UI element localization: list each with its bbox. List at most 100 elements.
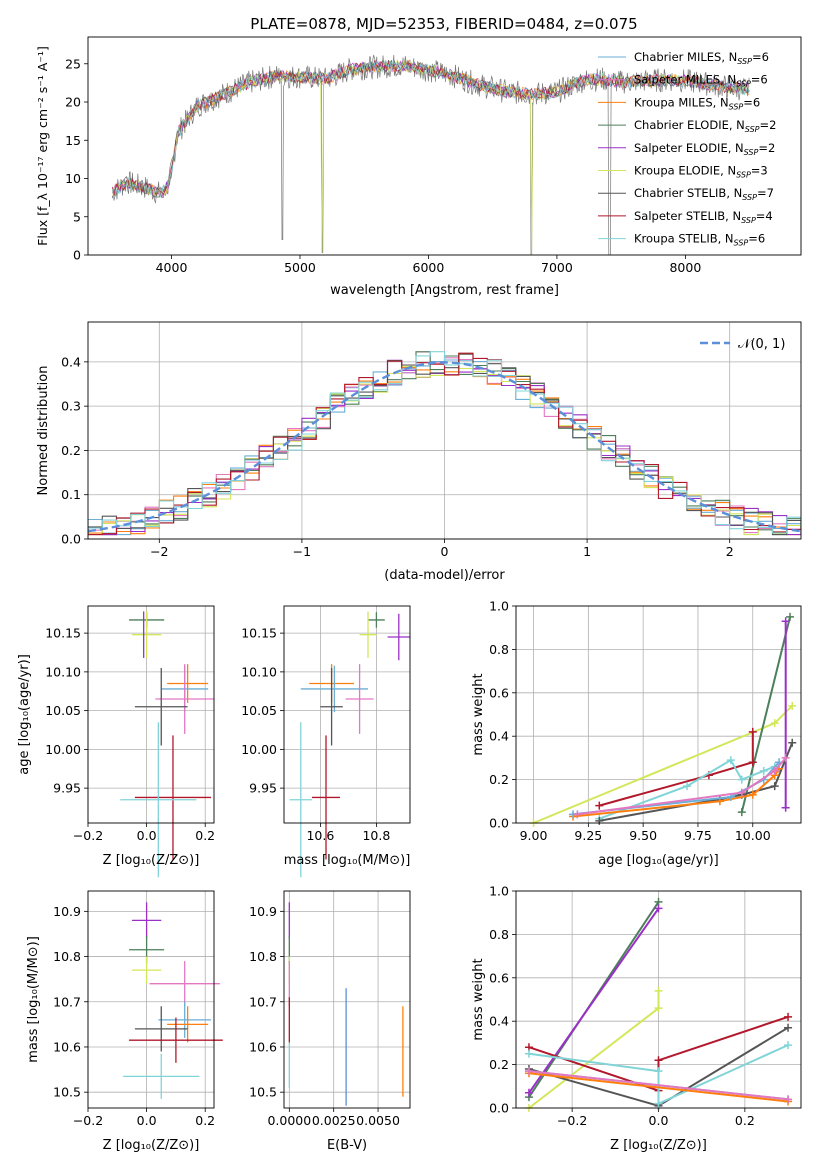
x-tick-label: 9.25 (574, 828, 602, 843)
y-tick-label: 0.0 (61, 532, 81, 547)
error-bar-point (131, 611, 162, 658)
x-tick-label: 0.0 (137, 1113, 157, 1128)
mass-weight-line (599, 731, 754, 807)
model-spectrum-line (112, 59, 750, 196)
mass-weight-marker (726, 756, 735, 765)
mass-weight-marker (524, 1049, 533, 1058)
mass-weight-marker (788, 701, 797, 710)
y-tick-label: 10.5 (53, 1085, 81, 1100)
axes-age_vs_mass: 10.6 10.8 9.95 10.00 10.05 10.10 10.15 (241, 606, 410, 843)
x-tick-label: 2 (726, 544, 734, 559)
mass-weight-marker (748, 758, 757, 767)
mass-weight-marker (737, 775, 746, 784)
x-tick-label: 0.0 (649, 1113, 669, 1128)
y-tick-label: 10.10 (45, 664, 81, 679)
error-bar-point (300, 665, 368, 713)
x-tick-label: 0 (441, 544, 449, 559)
y-tick-label: 0.0 (489, 816, 509, 831)
x-axis-label: Z [log₁₀(Z/Z⊙)] (610, 1138, 707, 1153)
x-tick-label: 0.0000 (267, 1113, 311, 1128)
x-tick-label: 7000 (541, 260, 573, 275)
x-tick-label: 5000 (284, 260, 316, 275)
mass-weight-marker (748, 727, 757, 736)
y-tick-label: 0.2 (489, 1057, 509, 1072)
y-tick-label: 1.0 (489, 884, 509, 899)
mass-weight-marker (748, 790, 757, 799)
mass-weight-marker (784, 1023, 793, 1032)
legend-entry: Chabrier MILES, NSSP=6 (634, 50, 769, 66)
error-bar-point (289, 722, 312, 878)
y-tick-label: 10.00 (45, 742, 81, 757)
x-tick-label: −0.2 (73, 828, 103, 843)
y-tick-label: 10.5 (249, 1085, 277, 1100)
legend-entry: Salpeter STELIB, NSSP=4 (634, 209, 773, 225)
y-tick-label: 0.6 (489, 685, 509, 700)
error-bar-point (129, 1017, 223, 1063)
y-tick-label: 10.15 (241, 626, 277, 641)
error-bar-point (120, 722, 197, 878)
mass-weight-line (577, 757, 787, 816)
mass-weight-marker (770, 766, 779, 775)
x-tick-label: 0.2 (195, 1113, 215, 1128)
x-tick-label: 0.0 (137, 828, 157, 843)
legend-entry: Chabrier STELIB, NSSP=7 (634, 186, 774, 202)
y-axis-label: Flux [f_λ 10⁻¹⁷ erg cm⁻² s⁻¹ A⁻¹] (35, 46, 50, 246)
massweight_vs_Z-frame (515, 890, 802, 1109)
age_vs_mass-frame (283, 605, 411, 824)
y-tick-label: 0.4 (489, 729, 509, 744)
mass-weight-line (528, 1072, 789, 1103)
y-tick-label: 10.9 (53, 904, 81, 919)
mass-weight-marker (781, 617, 790, 626)
mass-weight-line (528, 907, 660, 1094)
x-tick-label: 9.00 (520, 828, 548, 843)
x-axis-label: mass [log₁₀(M/M⊙)] (284, 853, 411, 868)
mass-weight-marker (654, 1056, 663, 1065)
mass-weight-marker (784, 1095, 793, 1104)
y-tick-label: 5 (73, 209, 81, 224)
mass-weight-marker (654, 1067, 663, 1076)
error-bar-point (158, 1001, 212, 1038)
error-bar-point (167, 1006, 209, 1043)
x-tick-label: 10.8 (362, 828, 390, 843)
y-axis-label: mass [log₁₀(M/M⊙)] (26, 936, 41, 1063)
residual-histogram (88, 351, 801, 536)
y-tick-label: 0.3 (61, 399, 81, 414)
y-tick-label: 10.6 (249, 1039, 277, 1054)
mass-weight-line (528, 1070, 789, 1101)
mass-weight-marker (770, 719, 779, 728)
mass-weight-marker (786, 612, 795, 621)
error-bar-point (131, 902, 162, 939)
x-tick-label: 10.00 (735, 828, 771, 843)
x-tick-label: 1 (583, 544, 591, 559)
x-tick-label: 0.0025 (312, 1113, 356, 1128)
normal-distribution-curve (87, 361, 802, 533)
y-tick-label: 10.9 (249, 904, 277, 919)
x-axis-label: wavelength [Angstrom, rest frame] (330, 283, 559, 298)
mass-weight-marker (595, 816, 604, 825)
residuals-frame (87, 321, 802, 540)
error-bar-point (359, 611, 377, 658)
mass-weight-marker (654, 986, 663, 995)
legend-entry: Kroupa MILES, NSSP=6 (634, 95, 760, 111)
x-tick-label: −1 (293, 544, 311, 559)
y-tick-label: 10.05 (45, 703, 81, 718)
y-tick-label: 10 (65, 171, 81, 186)
legend-entry-gauss: 𝒩(0, 1) (738, 337, 785, 352)
mass-weight-marker (781, 803, 790, 812)
x-tick-label: 9.75 (684, 828, 712, 843)
y-tick-label: 0.8 (489, 642, 509, 657)
y-tick-label: 25 (65, 56, 81, 71)
x-tick-label: 6000 (413, 260, 445, 275)
error-bar-point (167, 664, 209, 703)
legend-entry: Kroupa STELIB, NSSP=6 (634, 232, 765, 248)
x-axis-label: (data-model)/error (384, 568, 505, 583)
y-axis-label: mass weight (471, 673, 486, 755)
model-spectrum-line (112, 59, 750, 199)
y-tick-label: 0.8 (489, 927, 509, 942)
y-tick-label: 10.15 (45, 626, 81, 641)
mass-weight-line (740, 616, 791, 813)
mass_vs_Z-frame (87, 890, 215, 1109)
y-tick-label: 0.0 (489, 1101, 509, 1116)
mass-weight-marker (595, 801, 604, 810)
